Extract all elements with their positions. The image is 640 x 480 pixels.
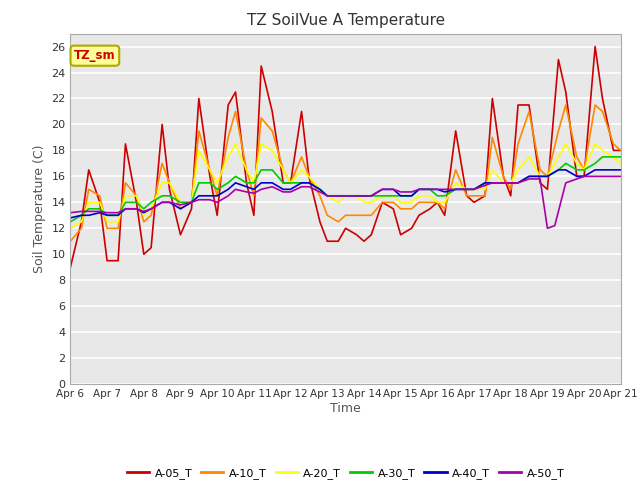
Title: TZ SoilVue A Temperature: TZ SoilVue A Temperature [246, 13, 445, 28]
X-axis label: Time: Time [330, 402, 361, 415]
Text: TZ_sm: TZ_sm [74, 49, 116, 62]
Y-axis label: Soil Temperature (C): Soil Temperature (C) [33, 144, 45, 273]
Legend: A-05_T, A-10_T, A-20_T, A-30_T, A-40_T, A-50_T: A-05_T, A-10_T, A-20_T, A-30_T, A-40_T, … [122, 464, 569, 480]
